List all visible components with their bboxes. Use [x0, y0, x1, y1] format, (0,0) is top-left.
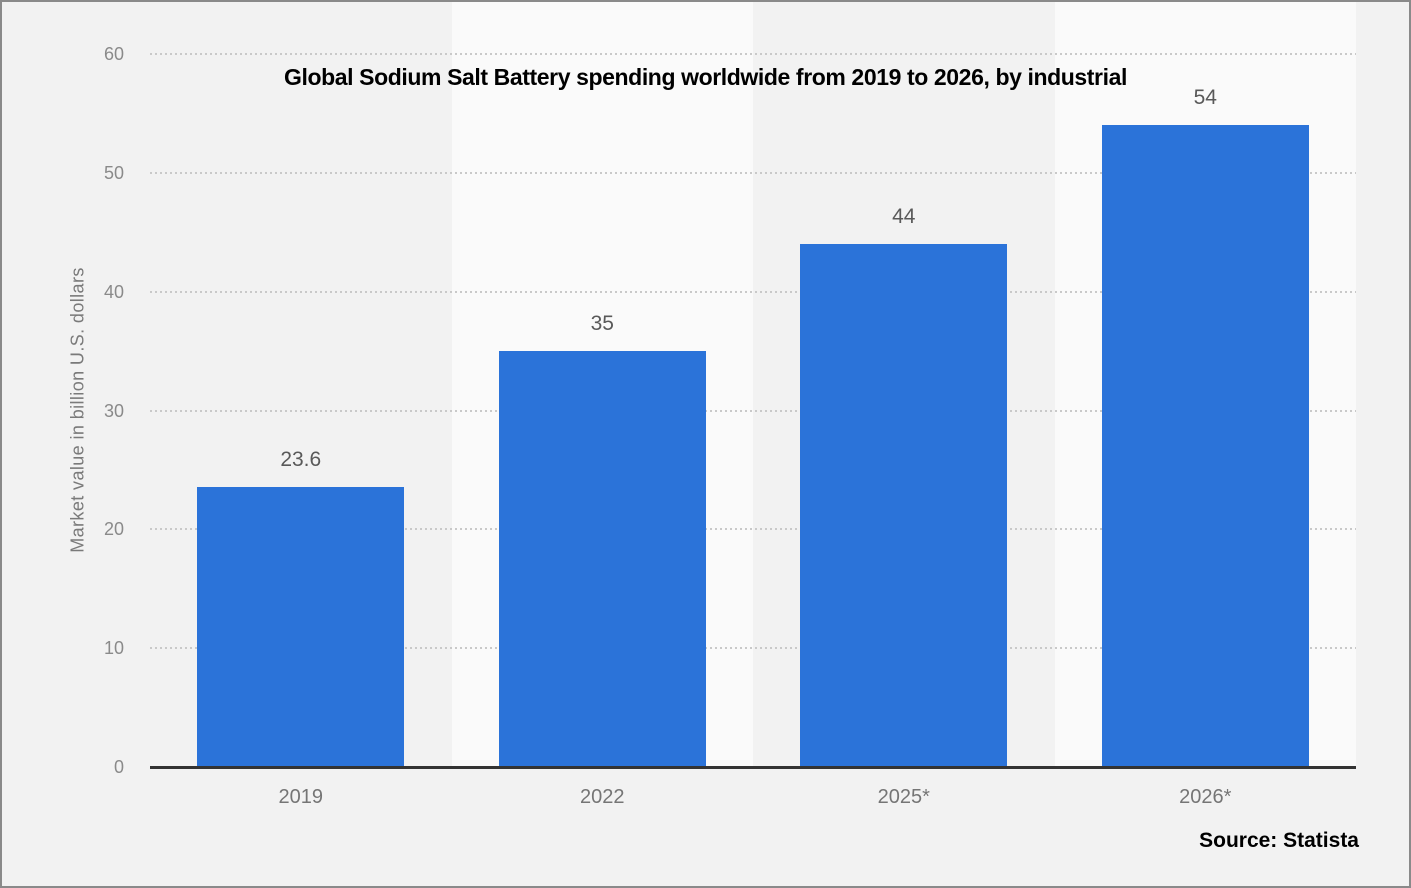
y-tick-label: 40: [103, 281, 124, 302]
gridline-y-50: [150, 171, 1356, 174]
x-category-label: 2022: [580, 786, 625, 808]
bar-2026*: [1101, 125, 1309, 767]
y-axis-title: Market value in billion U.S. dollars: [67, 267, 88, 553]
chart-title: Global Sodium Salt Battery spending worl…: [284, 64, 1127, 90]
x-category-label: 2026*: [1179, 786, 1232, 808]
y-tick-label: 50: [103, 162, 124, 183]
y-tick-label: 30: [103, 400, 124, 421]
bar-2025*: [800, 244, 1008, 767]
bar-value-label: 54: [1193, 86, 1217, 110]
gridline-y-10: [150, 647, 1356, 650]
x-category-label: 2019: [278, 786, 324, 808]
gridline-y-40: [150, 290, 1356, 293]
y-tick-label: 20: [103, 519, 124, 540]
gridline-y-20: [150, 528, 1356, 531]
gridline-y-30: [150, 409, 1356, 412]
x-category-label: 2025*: [877, 786, 930, 808]
bar-2019: [197, 486, 405, 767]
bar-value-label: 23.6: [280, 447, 322, 471]
y-tick-label: 60: [103, 44, 124, 64]
bar-value-label: 44: [892, 205, 916, 229]
y-tick-label: 10: [103, 638, 124, 659]
bar-2022: [498, 351, 706, 767]
y-tick-label: 0: [113, 757, 124, 777]
gridline-y-60: [150, 53, 1356, 55]
bar-value-label: 35: [590, 312, 614, 336]
source-note: Source: Statista: [1199, 829, 1359, 852]
x-axis-line: [150, 766, 1356, 769]
